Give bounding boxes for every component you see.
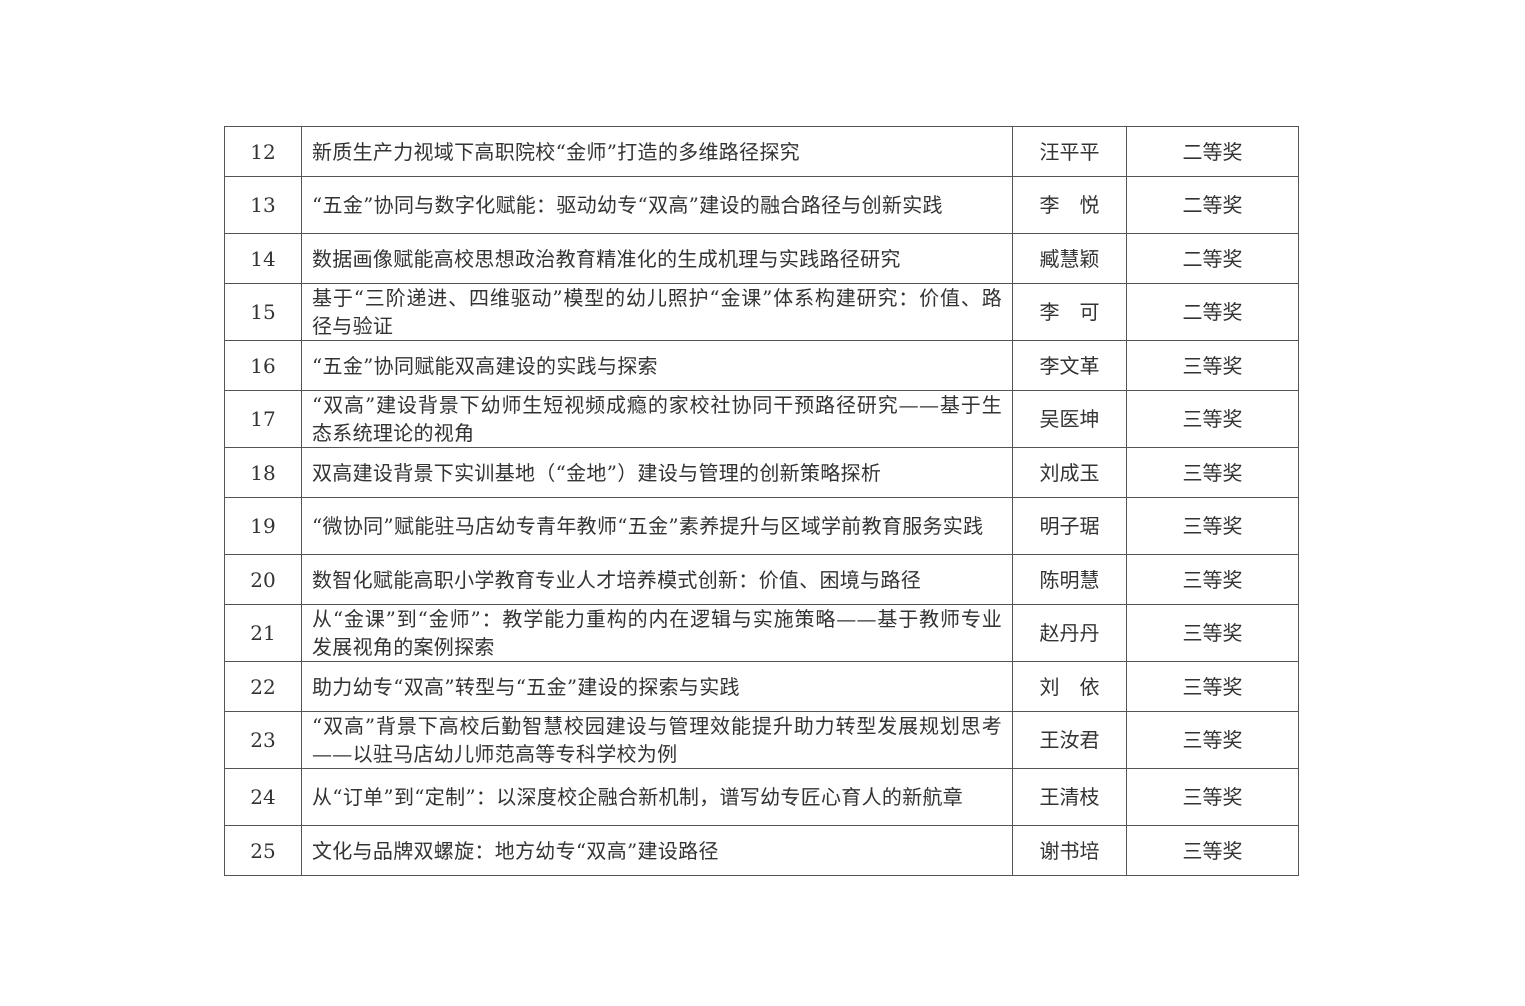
paper-title: “微协同”赋能驻马店幼专青年教师“五金”素养提升与区域学前教育服务实践 bbox=[301, 497, 1013, 555]
awards-table-body: 12 新质生产力视域下高职院校“金师”打造的多维路径探究 汪平平 二等奖 13 “五金”协… bbox=[224, 126, 1299, 876]
paper-title: 双高建设背景下实训基地（“金地”）建设与管理的创新策略探析 bbox=[301, 447, 1013, 498]
table-row: 17 “双高”建设背景下幼师生短视频成瘾的家校社协同干预路径研究——基于生态系统理… bbox=[224, 390, 1299, 448]
award-level: 三等奖 bbox=[1126, 340, 1299, 391]
author-name: 李 可 bbox=[1012, 283, 1127, 341]
row-number: 24 bbox=[224, 768, 302, 826]
author-name: 李文革 bbox=[1012, 340, 1127, 391]
row-number: 21 bbox=[224, 604, 302, 662]
award-level: 二等奖 bbox=[1126, 233, 1299, 284]
award-level: 三等奖 bbox=[1126, 390, 1299, 448]
row-number: 12 bbox=[224, 126, 302, 177]
row-number: 17 bbox=[224, 390, 302, 448]
table-row: 13 “五金”协同与数字化赋能：驱动幼专“双高”建设的融合路径与创新实践李 悦二等… bbox=[224, 176, 1299, 234]
table-row: 21 从“金课”到“金师”：教学能力重构的内在逻辑与实施策略——基于教师专业发展视… bbox=[224, 604, 1299, 662]
award-level: 三等奖 bbox=[1126, 497, 1299, 555]
paper-title: “五金”协同与数字化赋能：驱动幼专“双高”建设的融合路径与创新实践 bbox=[301, 176, 1013, 234]
author-name: 陈明慧 bbox=[1012, 554, 1127, 605]
award-level: 三等奖 bbox=[1126, 768, 1299, 826]
row-number: 23 bbox=[224, 711, 302, 769]
award-level: 三等奖 bbox=[1126, 825, 1299, 876]
paper-title: 文化与品牌双螺旋：地方幼专“双高”建设路径 bbox=[301, 825, 1013, 876]
row-number: 18 bbox=[224, 447, 302, 498]
author-name: 吴医坤 bbox=[1012, 390, 1127, 448]
paper-title: “五金”协同赋能双高建设的实践与探索 bbox=[301, 340, 1013, 391]
award-level: 三等奖 bbox=[1126, 604, 1299, 662]
paper-title: 数智化赋能高职小学教育专业人才培养模式创新：价值、困境与路径 bbox=[301, 554, 1013, 605]
row-number: 20 bbox=[224, 554, 302, 605]
row-number: 19 bbox=[224, 497, 302, 555]
author-name: 汪平平 bbox=[1012, 126, 1127, 177]
paper-title: “双高”建设背景下幼师生短视频成瘾的家校社协同干预路径研究——基于生态系统理论的… bbox=[301, 390, 1013, 448]
author-name: 赵丹丹 bbox=[1012, 604, 1127, 662]
row-number: 14 bbox=[224, 233, 302, 284]
author-name: 明子琚 bbox=[1012, 497, 1127, 555]
row-number: 13 bbox=[224, 176, 302, 234]
paper-title: “双高”背景下高校后勤智慧校园建设与管理效能提升助力转型发展规划思考——以驻马店… bbox=[301, 711, 1013, 769]
author-name: 李 悦 bbox=[1012, 176, 1127, 234]
award-level: 三等奖 bbox=[1126, 447, 1299, 498]
table-row: 20 数智化赋能高职小学教育专业人才培养模式创新：价值、困境与路径 陈明慧 三等奖 bbox=[224, 554, 1299, 605]
table-row: 12 新质生产力视域下高职院校“金师”打造的多维路径探究 汪平平 二等奖 bbox=[224, 126, 1299, 177]
row-number: 22 bbox=[224, 661, 302, 712]
author-name: 刘 依 bbox=[1012, 661, 1127, 712]
table-row: 23 “双高”背景下高校后勤智慧校园建设与管理效能提升助力转型发展规划思考——以驻… bbox=[224, 711, 1299, 769]
author-name: 刘成玉 bbox=[1012, 447, 1127, 498]
paper-title: 助力幼专“双高”转型与“五金”建设的探索与实践 bbox=[301, 661, 1013, 712]
paper-title: 数据画像赋能高校思想政治教育精准化的生成机理与实践路径研究 bbox=[301, 233, 1013, 284]
award-level: 三等奖 bbox=[1126, 711, 1299, 769]
table-row: 16 “五金”协同赋能双高建设的实践与探索 李文革 三等奖 bbox=[224, 340, 1299, 391]
row-number: 15 bbox=[224, 283, 302, 341]
award-level: 三等奖 bbox=[1126, 554, 1299, 605]
author-name: 王清枝 bbox=[1012, 768, 1127, 826]
awards-table: 12 新质生产力视域下高职院校“金师”打造的多维路径探究 汪平平 二等奖 13 “五金”协… bbox=[224, 126, 1299, 876]
table-row: 24 从“订单”到“定制”：以深度校企融合新机制，谱写幼专匠心育人的新航章 王清枝三… bbox=[224, 768, 1299, 826]
paper-title: 从“金课”到“金师”：教学能力重构的内在逻辑与实施策略——基于教师专业发展视角的… bbox=[301, 604, 1013, 662]
award-level: 二等奖 bbox=[1126, 283, 1299, 341]
table-row: 19 “微协同”赋能驻马店幼专青年教师“五金”素养提升与区域学前教育服务实践 明子琚… bbox=[224, 497, 1299, 555]
paper-title: 从“订单”到“定制”：以深度校企融合新机制，谱写幼专匠心育人的新航章 bbox=[301, 768, 1013, 826]
author-name: 谢书培 bbox=[1012, 825, 1127, 876]
author-name: 臧慧颖 bbox=[1012, 233, 1127, 284]
award-level: 二等奖 bbox=[1126, 126, 1299, 177]
award-level: 二等奖 bbox=[1126, 176, 1299, 234]
table-row: 14 数据画像赋能高校思想政治教育精准化的生成机理与实践路径研究 臧慧颖 二等奖 bbox=[224, 233, 1299, 284]
table-row: 22 助力幼专“双高”转型与“五金”建设的探索与实践刘 依三等奖 bbox=[224, 661, 1299, 712]
row-number: 16 bbox=[224, 340, 302, 391]
paper-title: 新质生产力视域下高职院校“金师”打造的多维路径探究 bbox=[301, 126, 1013, 177]
table-row: 25 文化与品牌双螺旋：地方幼专“双高”建设路径 谢书培 三等奖 bbox=[224, 825, 1299, 876]
table-row: 15 基于“三阶递进、四维驱动”模型的幼儿照护“金课”体系构建研究：价值、路径与验… bbox=[224, 283, 1299, 341]
paper-title: 基于“三阶递进、四维驱动”模型的幼儿照护“金课”体系构建研究：价值、路径与验证 bbox=[301, 283, 1013, 341]
author-name: 王汝君 bbox=[1012, 711, 1127, 769]
row-number: 25 bbox=[224, 825, 302, 876]
table-row: 18 双高建设背景下实训基地（“金地”）建设与管理的创新策略探析 刘成玉 三等奖 bbox=[224, 447, 1299, 498]
award-level: 三等奖 bbox=[1126, 661, 1299, 712]
